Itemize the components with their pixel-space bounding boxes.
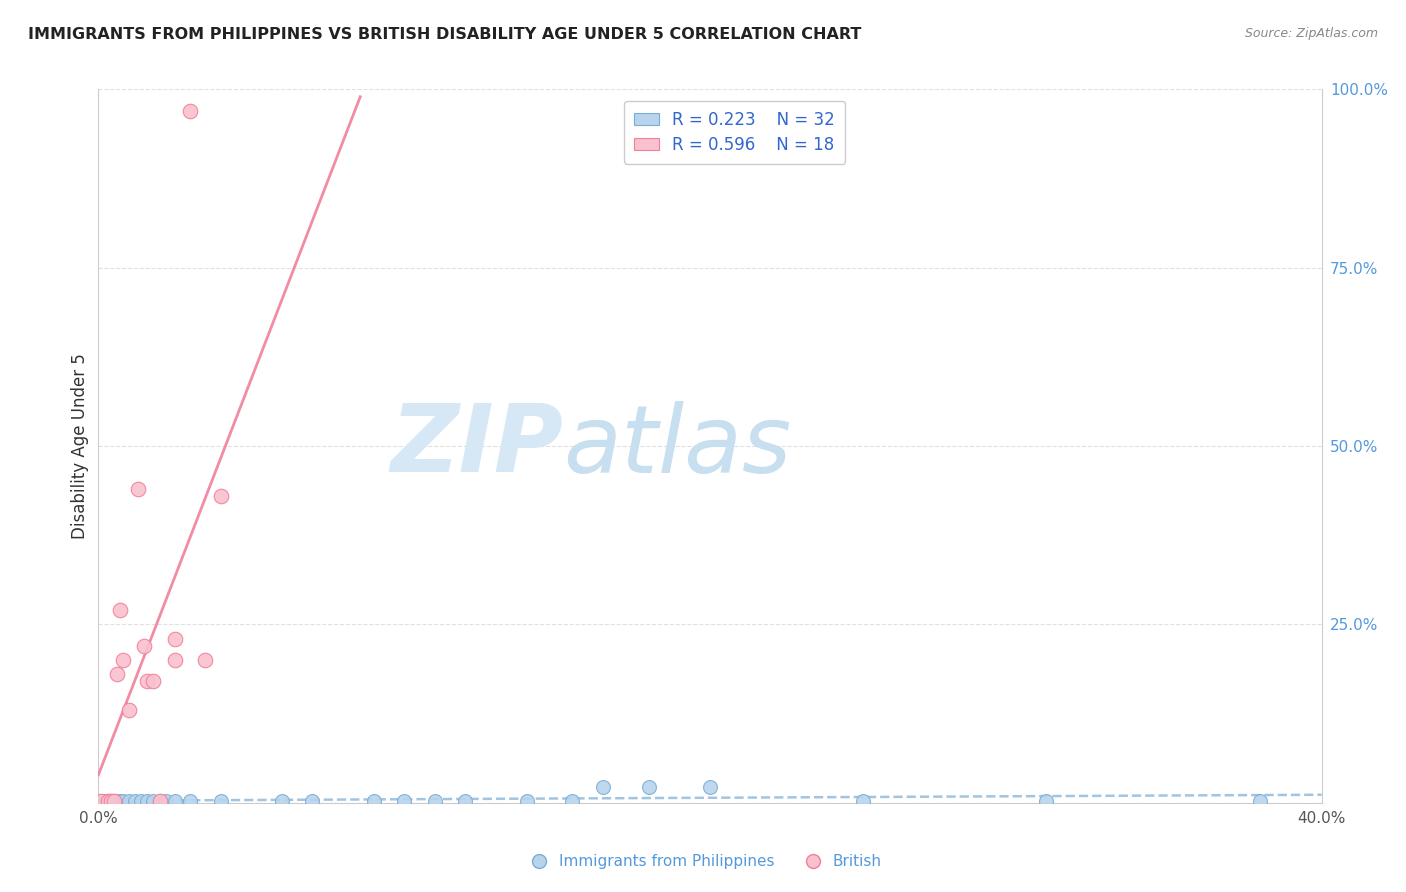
Legend: R = 0.223    N = 32, R = 0.596    N = 18: R = 0.223 N = 32, R = 0.596 N = 18 (624, 101, 845, 164)
Point (90, 794, 112, 808)
Point (637, 780, 661, 794)
Point (592, 780, 614, 794)
Point (97, 794, 120, 808)
Point (516, 794, 538, 808)
Point (103, 794, 125, 808)
Point (852, 794, 875, 808)
Point (105, 667, 128, 681)
Point (108, 794, 131, 808)
Y-axis label: Disability Age Under 5: Disability Age Under 5 (70, 353, 89, 539)
Point (1249, 794, 1271, 808)
Point (149, 794, 172, 808)
Point (163, 653, 186, 667)
Point (90, 794, 112, 808)
Point (209, 489, 232, 503)
Point (270, 794, 292, 808)
Point (100, 794, 122, 808)
Point (149, 794, 172, 808)
Point (111, 653, 134, 667)
Point (118, 703, 141, 717)
Point (100, 794, 122, 808)
Point (163, 794, 186, 808)
Point (142, 674, 165, 689)
Point (142, 794, 165, 808)
Point (136, 794, 159, 808)
Point (209, 794, 232, 808)
Point (97, 794, 120, 808)
Point (699, 780, 721, 794)
Point (1035, 794, 1057, 808)
Point (155, 794, 177, 808)
Point (163, 632, 186, 646)
Point (118, 794, 141, 808)
Point (111, 794, 134, 808)
Point (103, 794, 125, 808)
Point (179, 103, 201, 118)
Text: IMMIGRANTS FROM PHILIPPINES VS BRITISH DISABILITY AGE UNDER 5 CORRELATION CHART: IMMIGRANTS FROM PHILIPPINES VS BRITISH D… (28, 27, 862, 42)
Text: Source: ZipAtlas.com: Source: ZipAtlas.com (1244, 27, 1378, 40)
Text: atlas: atlas (564, 401, 792, 491)
Point (179, 794, 201, 808)
Point (561, 794, 583, 808)
Point (392, 794, 416, 808)
Legend: Immigrants from Philippines, British: Immigrants from Philippines, British (517, 848, 889, 875)
Point (105, 794, 128, 808)
Point (423, 794, 446, 808)
Point (129, 794, 152, 808)
Point (124, 794, 146, 808)
Text: ZIP: ZIP (391, 400, 564, 492)
Point (136, 674, 159, 689)
Point (134, 639, 156, 653)
Point (108, 603, 131, 617)
Point (301, 794, 323, 808)
Point (454, 794, 477, 808)
Point (127, 482, 149, 496)
Point (363, 794, 385, 808)
Point (93, 794, 115, 808)
Point (194, 653, 217, 667)
